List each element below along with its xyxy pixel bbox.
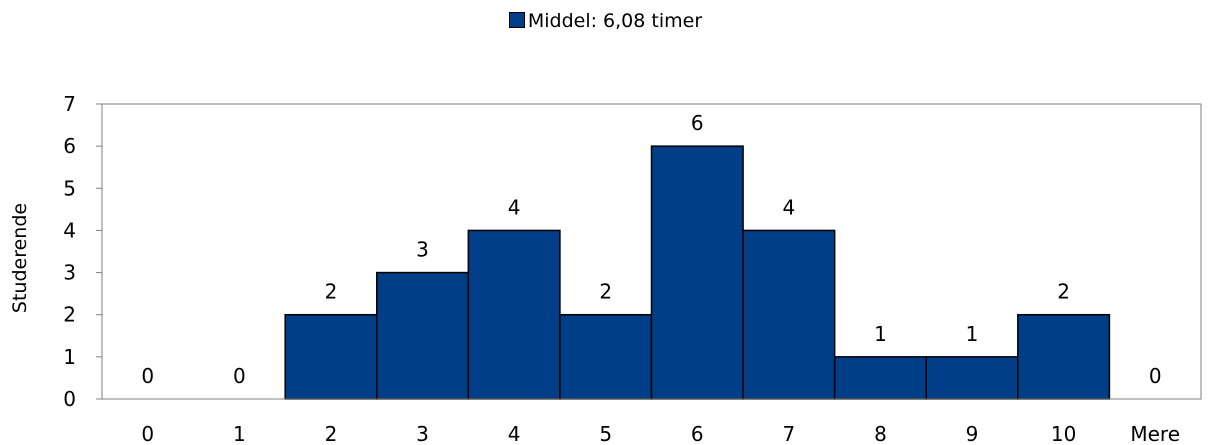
y-tick-label: 3 [63,261,76,285]
x-tick-label: 10 [1051,422,1076,445]
bar [925,356,1019,400]
data-label: 2 [599,280,612,304]
x-tick-label: 0 [141,422,154,445]
data-label: 6 [691,111,704,135]
y-tick-label: 2 [63,303,76,327]
bar [559,313,653,400]
bar [284,313,378,400]
bar [467,229,561,400]
y-tick-label: 7 [63,92,76,116]
x-tick-label: 7 [783,422,796,445]
x-tick-label: 8 [874,422,887,445]
y-tick-label: 1 [63,345,76,369]
data-label: 2 [325,280,338,304]
x-tick-label: 5 [599,422,612,445]
x-tick-label: 3 [416,422,429,445]
data-label: 0 [233,364,246,388]
bar [833,356,928,400]
x-tick-label: Mere [1130,422,1180,445]
y-tick-label: 4 [63,218,76,242]
data-label: 3 [416,238,429,262]
x-tick-label: 9 [966,422,979,445]
data-label: 4 [783,195,796,219]
y-tick-label: 6 [63,134,76,158]
bar [1017,313,1111,400]
data-label: 1 [874,322,887,346]
legend-label: Middel: 6,08 timer [527,10,703,32]
chart-legend: Middel: 6,08 timer [0,9,1211,33]
data-label: 4 [508,195,521,219]
y-tick-label: 5 [63,176,76,200]
data-label: 1 [966,322,979,346]
data-label: 0 [1149,364,1162,388]
legend-swatch [508,12,525,28]
x-tick-label: 4 [508,422,521,445]
bar [376,271,470,400]
data-label: 0 [141,364,154,388]
x-tick-label: 6 [691,422,704,445]
x-tick-label: 2 [325,422,338,445]
bar [650,145,744,400]
bar [742,229,836,400]
y-tick-label: 0 [63,387,76,411]
x-tick-label: 1 [233,422,246,445]
data-label: 2 [1057,280,1070,304]
